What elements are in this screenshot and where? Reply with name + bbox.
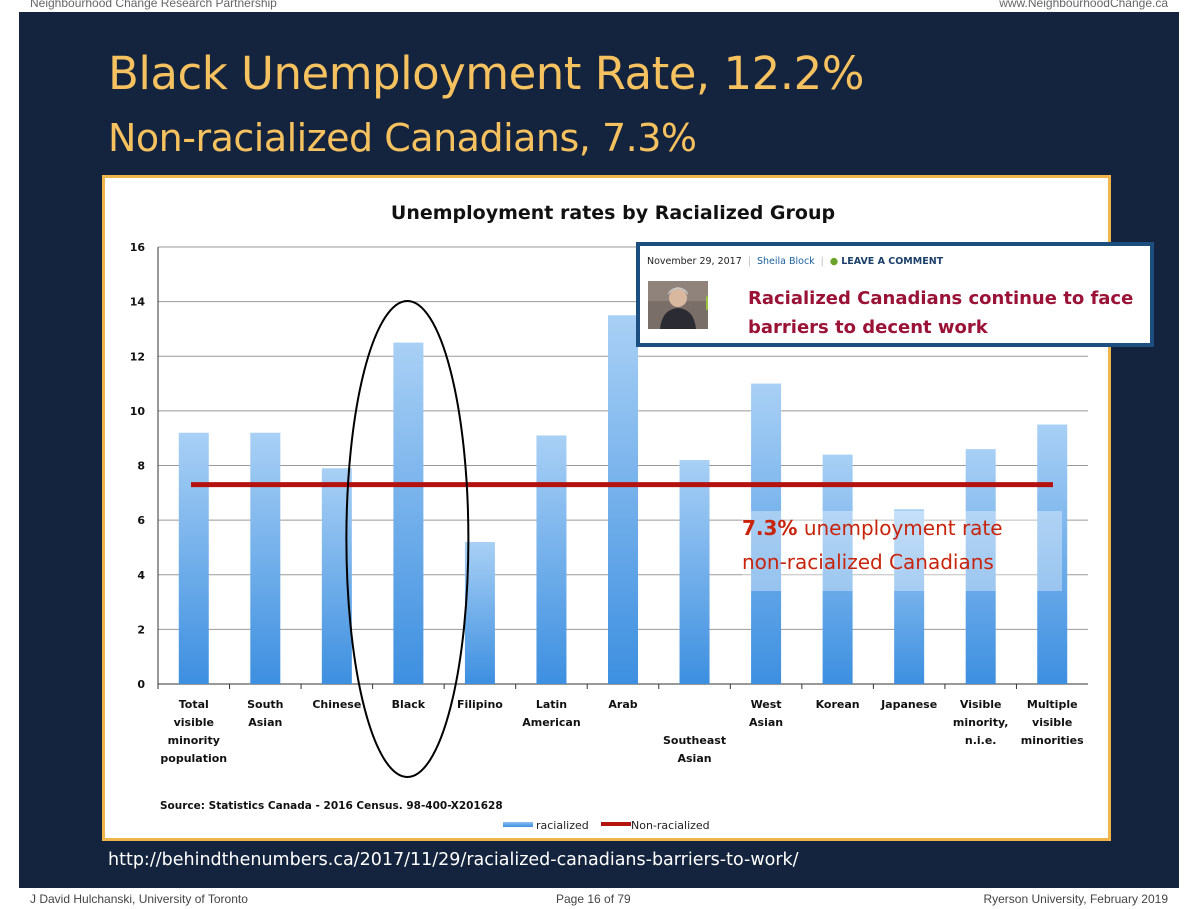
article-meta: November 29, 2017 | Sheila Block | ● LEAVE A… bbox=[647, 256, 944, 267]
chart-source: Source: Statistics Canada - 2016 Census.… bbox=[160, 800, 503, 812]
footer-left: J David Hulchanski, University of Toront… bbox=[30, 892, 248, 906]
bar-0 bbox=[178, 432, 209, 684]
bar-12 bbox=[1037, 424, 1068, 684]
x-tick-label-12-0: Multiple bbox=[1027, 698, 1078, 711]
x-tick-label-1-0: South bbox=[247, 698, 283, 711]
x-tick-label-8-1: Asian bbox=[749, 716, 783, 729]
x-tick-label-6-0: Arab bbox=[608, 698, 637, 711]
article-title[interactable]: Racialized Canadians continue to face ba… bbox=[748, 284, 1148, 342]
x-tick-label-0-0: Total bbox=[179, 698, 209, 711]
annotation-text-2: non-racialized Canadians bbox=[742, 550, 994, 574]
slide-subtitle: Non-racialized Canadians, 7.3% bbox=[108, 116, 697, 160]
comment-icon: ● bbox=[829, 256, 839, 267]
legend-nonracialized-label: Non-racialized bbox=[631, 819, 710, 832]
y-tick-label-6: 6 bbox=[137, 514, 145, 527]
header-right: www.NeighbourhoodChange.ca bbox=[999, 0, 1168, 10]
bar-1 bbox=[250, 432, 281, 684]
x-tick-label-8-0: West bbox=[751, 698, 782, 711]
article-title-line-2: barriers to decent work bbox=[748, 317, 988, 338]
bar-11 bbox=[965, 449, 996, 684]
article-card[interactable]: November 29, 2017 | Sheila Block | ● LEAVE A… bbox=[636, 242, 1154, 347]
y-tick-label-4: 4 bbox=[137, 569, 145, 582]
bar-5 bbox=[536, 435, 567, 684]
x-tick-label-7-2: Southeast bbox=[663, 734, 726, 747]
bar-8 bbox=[751, 383, 782, 684]
footer-right: Ryerson University, February 2019 bbox=[983, 892, 1168, 906]
x-tick-label-11-2: n.i.e. bbox=[965, 734, 997, 747]
x-tick-label-11-1: minority, bbox=[953, 716, 1009, 729]
annotation-text-1: unemployment rate bbox=[797, 516, 1003, 540]
y-tick-label-10: 10 bbox=[130, 405, 146, 418]
threshold-annotation: 7.3% unemployment rate non-racialized Ca… bbox=[742, 511, 1062, 591]
bar-3 bbox=[393, 342, 424, 684]
legend-nonracialized-swatch bbox=[601, 822, 631, 826]
y-tick-label-0: 0 bbox=[137, 678, 145, 691]
leave-comment-link[interactable]: LEAVE A COMMENT bbox=[841, 256, 944, 267]
source-url-link[interactable]: http://behindthenumbers.ca/2017/11/29/ra… bbox=[108, 850, 799, 870]
x-tick-label-10-0: Japanese bbox=[880, 698, 937, 711]
x-tick-label-0-2: minority bbox=[168, 734, 220, 747]
header-left: Neighbourhood Change Research Partnershi… bbox=[30, 0, 277, 10]
y-tick-label-16: 16 bbox=[130, 241, 146, 254]
legend-racialized-swatch bbox=[503, 822, 533, 827]
x-tick-label-3-0: Black bbox=[392, 698, 426, 711]
slide-title: Black Unemployment Rate, 12.2% bbox=[108, 47, 865, 100]
bar-4 bbox=[464, 541, 495, 684]
footer-center: Page 16 of 79 bbox=[556, 892, 631, 906]
y-tick-label-8: 8 bbox=[137, 460, 145, 473]
y-tick-label-14: 14 bbox=[130, 296, 146, 309]
author-photo bbox=[648, 281, 708, 329]
article-title-line-1: Racialized Canadians continue to face bbox=[748, 288, 1134, 309]
x-tick-label-5-0: Latin bbox=[536, 698, 567, 711]
y-tick-label-12: 12 bbox=[130, 350, 145, 363]
x-tick-label-0-1: visible bbox=[174, 716, 214, 729]
unemployment-bar-chart: Unemployment rates by Racialized Group 0… bbox=[130, 202, 1088, 832]
bar-9 bbox=[822, 454, 853, 684]
x-tick-label-12-2: minorities bbox=[1021, 734, 1084, 747]
y-tick-label-2: 2 bbox=[137, 623, 145, 636]
x-tick-label-9-0: Korean bbox=[816, 698, 860, 711]
legend-racialized-label: racialized bbox=[536, 819, 589, 832]
chart-title: Unemployment rates by Racialized Group bbox=[391, 202, 835, 224]
highlight-ellipse bbox=[345, 300, 470, 778]
bar-7 bbox=[679, 460, 710, 684]
annotation-value: 7.3% bbox=[742, 516, 798, 540]
x-tick-label-5-1: American bbox=[522, 716, 580, 729]
x-tick-label-4-0: Filipino bbox=[457, 698, 503, 711]
x-tick-label-1-1: Asian bbox=[248, 716, 282, 729]
bar-10 bbox=[894, 509, 925, 684]
article-author[interactable]: Sheila Block bbox=[756, 256, 815, 267]
x-tick-label-12-1: visible bbox=[1032, 716, 1072, 729]
x-tick-label-11-0: Visible bbox=[960, 698, 1002, 711]
x-tick-label-7-3: Asian bbox=[677, 752, 711, 765]
bar-6 bbox=[608, 315, 638, 684]
article-date: November 29, 2017 bbox=[647, 256, 742, 267]
x-tick-label-2-0: Chinese bbox=[312, 698, 361, 711]
x-tick-label-0-3: population bbox=[160, 752, 227, 765]
